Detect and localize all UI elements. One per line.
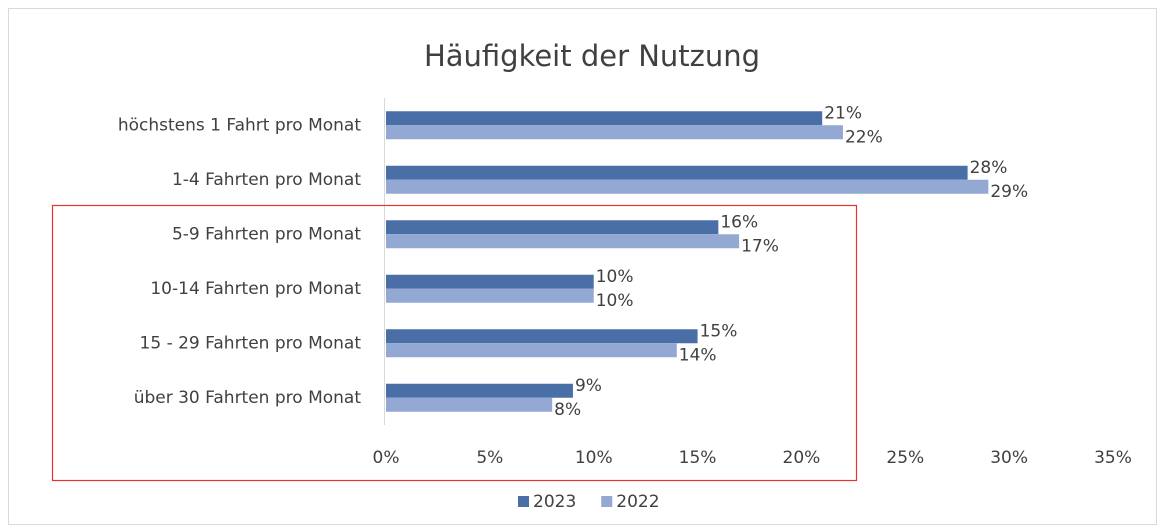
x-tick-label: 5%	[476, 448, 503, 468]
bar	[386, 343, 677, 358]
y-tick-label: 1-4 Fahrten pro Monat	[172, 170, 361, 190]
legend-swatch	[518, 496, 529, 507]
data-label: 14%	[679, 345, 717, 365]
data-label: 22%	[845, 127, 883, 147]
bar	[386, 288, 594, 303]
x-tick-label: 15%	[679, 448, 717, 468]
data-label: 10%	[596, 267, 634, 287]
bar	[386, 397, 553, 412]
legend-label: 2023	[533, 492, 576, 512]
bar	[386, 111, 823, 126]
chart-title: Häufigkeit der Nutzung	[424, 39, 760, 73]
y-tick-label: höchstens 1 Fahrt pro Monat	[118, 115, 361, 135]
legend-swatch	[601, 496, 613, 507]
x-tick-label: 10%	[575, 448, 613, 468]
x-tick-label: 35%	[1094, 448, 1132, 468]
bar	[386, 220, 719, 235]
highlight-box	[51, 204, 858, 482]
bar	[386, 383, 573, 398]
data-label: 10%	[596, 291, 634, 311]
y-tick-label: 15 - 29 Fahrten pro Monat	[140, 333, 362, 353]
data-label: 29%	[990, 182, 1028, 202]
bar	[386, 165, 968, 180]
data-label: 9%	[575, 376, 602, 396]
data-label: 16%	[720, 212, 758, 232]
chart-border	[8, 8, 1157, 525]
data-label: 21%	[824, 103, 862, 123]
data-label: 8%	[554, 400, 581, 420]
data-label: 28%	[970, 158, 1008, 178]
legend-label: 2022	[616, 492, 659, 512]
bar	[386, 274, 594, 289]
x-tick-label: 20%	[783, 448, 821, 468]
y-tick-label: 10-14 Fahrten pro Monat	[150, 279, 361, 299]
bar	[386, 329, 698, 344]
y-tick-label: 5-9 Fahrten pro Monat	[172, 224, 361, 244]
bar	[386, 234, 740, 249]
data-label: 15%	[700, 321, 738, 341]
x-tick-label: 0%	[373, 448, 400, 468]
bar	[386, 125, 843, 140]
bar	[386, 179, 989, 194]
data-label: 17%	[741, 236, 779, 256]
x-tick-label: 30%	[990, 448, 1028, 468]
x-tick-label: 25%	[886, 448, 924, 468]
y-tick-label: über 30 Fahrten pro Monat	[134, 388, 362, 408]
